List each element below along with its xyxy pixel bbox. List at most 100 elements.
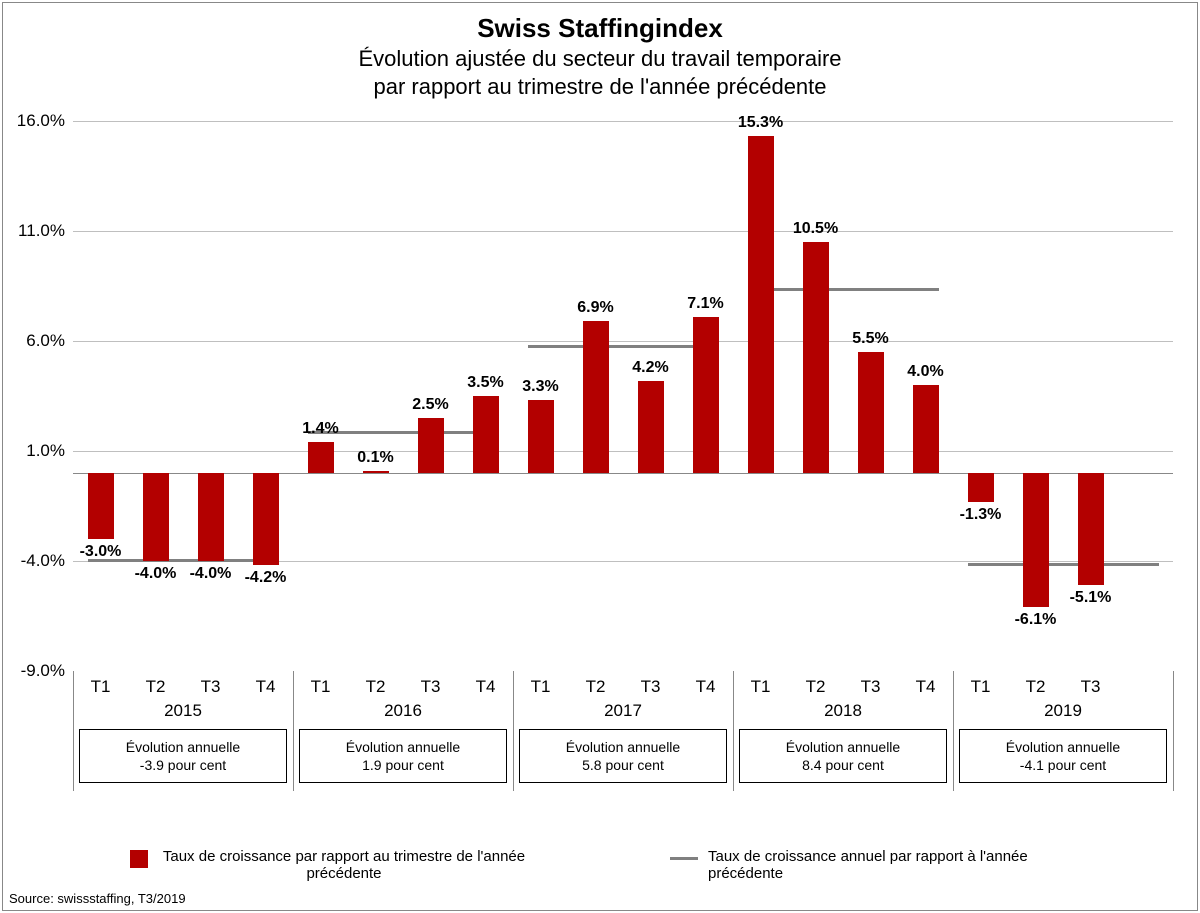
gridline [73,451,1173,452]
quarter-label: T2 [366,677,386,697]
legend-bars-label: Taux de croissance par rapport au trimes… [158,848,530,882]
chart-area: -9.0%-4.0%1.0%6.0%11.0%16.0%-3.0%T1-4.0%… [73,121,1173,671]
group-divider [953,671,954,791]
annual-box: Évolution annuelle1.9 pour cent [299,729,507,783]
bar-value-label: 7.1% [687,295,723,313]
quarter-label: T1 [531,677,551,697]
annual-box-value: 8.4 pour cent [744,756,942,774]
bar [638,381,664,473]
quarter-label: T4 [696,677,716,697]
bar-value-label: -3.0% [80,543,122,561]
bar [858,352,884,473]
bar [143,473,169,561]
bar [308,442,334,473]
y-tick-label: 16.0% [17,111,65,131]
bar [693,317,719,473]
quarter-label: T4 [476,677,496,697]
year-label: 2015 [164,701,202,721]
quarter-label: T2 [146,677,166,697]
annual-box: Évolution annuelle8.4 pour cent [739,729,947,783]
bar-value-label: -4.0% [190,565,232,583]
bar-swatch-icon [130,850,148,868]
year-label: 2016 [384,701,422,721]
legend-line-label: Taux de croissance annuel par rapport à … [708,848,1070,882]
quarter-label: T2 [1026,677,1046,697]
legend-item-bars: Taux de croissance par rapport au trimes… [130,848,530,882]
bar [528,400,554,473]
bar [913,385,939,473]
legend-item-line: Taux de croissance annuel par rapport à … [670,848,1070,882]
annual-avg-line [528,345,719,348]
plot-region: -9.0%-4.0%1.0%6.0%11.0%16.0%-3.0%T1-4.0%… [73,121,1173,671]
annual-box-title: Évolution annuelle [964,738,1162,756]
legend: Taux de croissance par rapport au trimes… [3,848,1197,882]
y-tick-label: 6.0% [26,331,65,351]
annual-avg-line [968,563,1159,566]
annual-box-value: 1.9 pour cent [304,756,502,774]
annual-box-title: Évolution annuelle [304,738,502,756]
chart-subtitle-2: par rapport au trimestre de l'année préc… [3,74,1197,100]
bar [968,473,994,502]
quarter-label: T1 [971,677,991,697]
quarter-label: T4 [256,677,276,697]
bar-value-label: -5.1% [1070,589,1112,607]
gridline [73,341,1173,342]
source-label: Source: swissstaffing, T3/2019 [9,891,186,906]
bar-value-label: 6.9% [577,299,613,317]
quarter-label: T3 [641,677,661,697]
year-label: 2018 [824,701,862,721]
chart-subtitle-1: Évolution ajustée du secteur du travail … [3,46,1197,72]
quarter-label: T3 [421,677,441,697]
annual-box: Évolution annuelle-4.1 pour cent [959,729,1167,783]
zero-line [73,473,1173,474]
bar-value-label: 1.4% [302,420,338,438]
bar-value-label: -4.2% [245,569,287,587]
bar-value-label: -1.3% [960,506,1002,524]
chart-frame: Swiss Staffingindex Évolution ajustée du… [2,2,1198,911]
bar-value-label: 0.1% [357,449,393,467]
quarter-label: T1 [91,677,111,697]
year-label: 2017 [604,701,642,721]
bar-value-label: 4.2% [632,359,668,377]
annual-box-value: -3.9 pour cent [84,756,282,774]
bar [748,136,774,473]
bar-value-label: 15.3% [738,114,783,132]
quarter-label: T3 [1081,677,1101,697]
group-divider [293,671,294,791]
annual-box-title: Évolution annuelle [84,738,282,756]
group-divider [733,671,734,791]
year-label: 2019 [1044,701,1082,721]
bar [198,473,224,561]
quarter-label: T3 [201,677,221,697]
chart-title: Swiss Staffingindex [3,13,1197,44]
annual-box-value: -4.1 pour cent [964,756,1162,774]
y-tick-label: 1.0% [26,441,65,461]
y-tick-label: -9.0% [21,661,65,681]
group-divider [513,671,514,791]
line-swatch-icon [670,857,698,860]
bar-value-label: 5.5% [852,330,888,348]
bar-value-label: 3.5% [467,374,503,392]
quarter-label: T1 [311,677,331,697]
group-divider [73,671,74,791]
bar [583,321,609,473]
bar [473,396,499,473]
bar [253,473,279,565]
quarter-label: T2 [586,677,606,697]
quarter-label: T4 [916,677,936,697]
annual-box-title: Évolution annuelle [744,738,942,756]
annual-box-title: Évolution annuelle [524,738,722,756]
bar-value-label: 3.3% [522,378,558,396]
annual-avg-line [748,288,939,291]
bar [88,473,114,539]
gridline [73,121,1173,122]
y-tick-label: -4.0% [21,551,65,571]
bar-value-label: 4.0% [907,363,943,381]
annual-box: Évolution annuelle5.8 pour cent [519,729,727,783]
bar [1078,473,1104,585]
annual-box: Évolution annuelle-3.9 pour cent [79,729,287,783]
y-tick-label: 11.0% [18,221,65,241]
bar-value-label: -4.0% [135,565,177,583]
title-block: Swiss Staffingindex Évolution ajustée du… [3,3,1197,101]
bar-value-label: 10.5% [793,220,838,238]
